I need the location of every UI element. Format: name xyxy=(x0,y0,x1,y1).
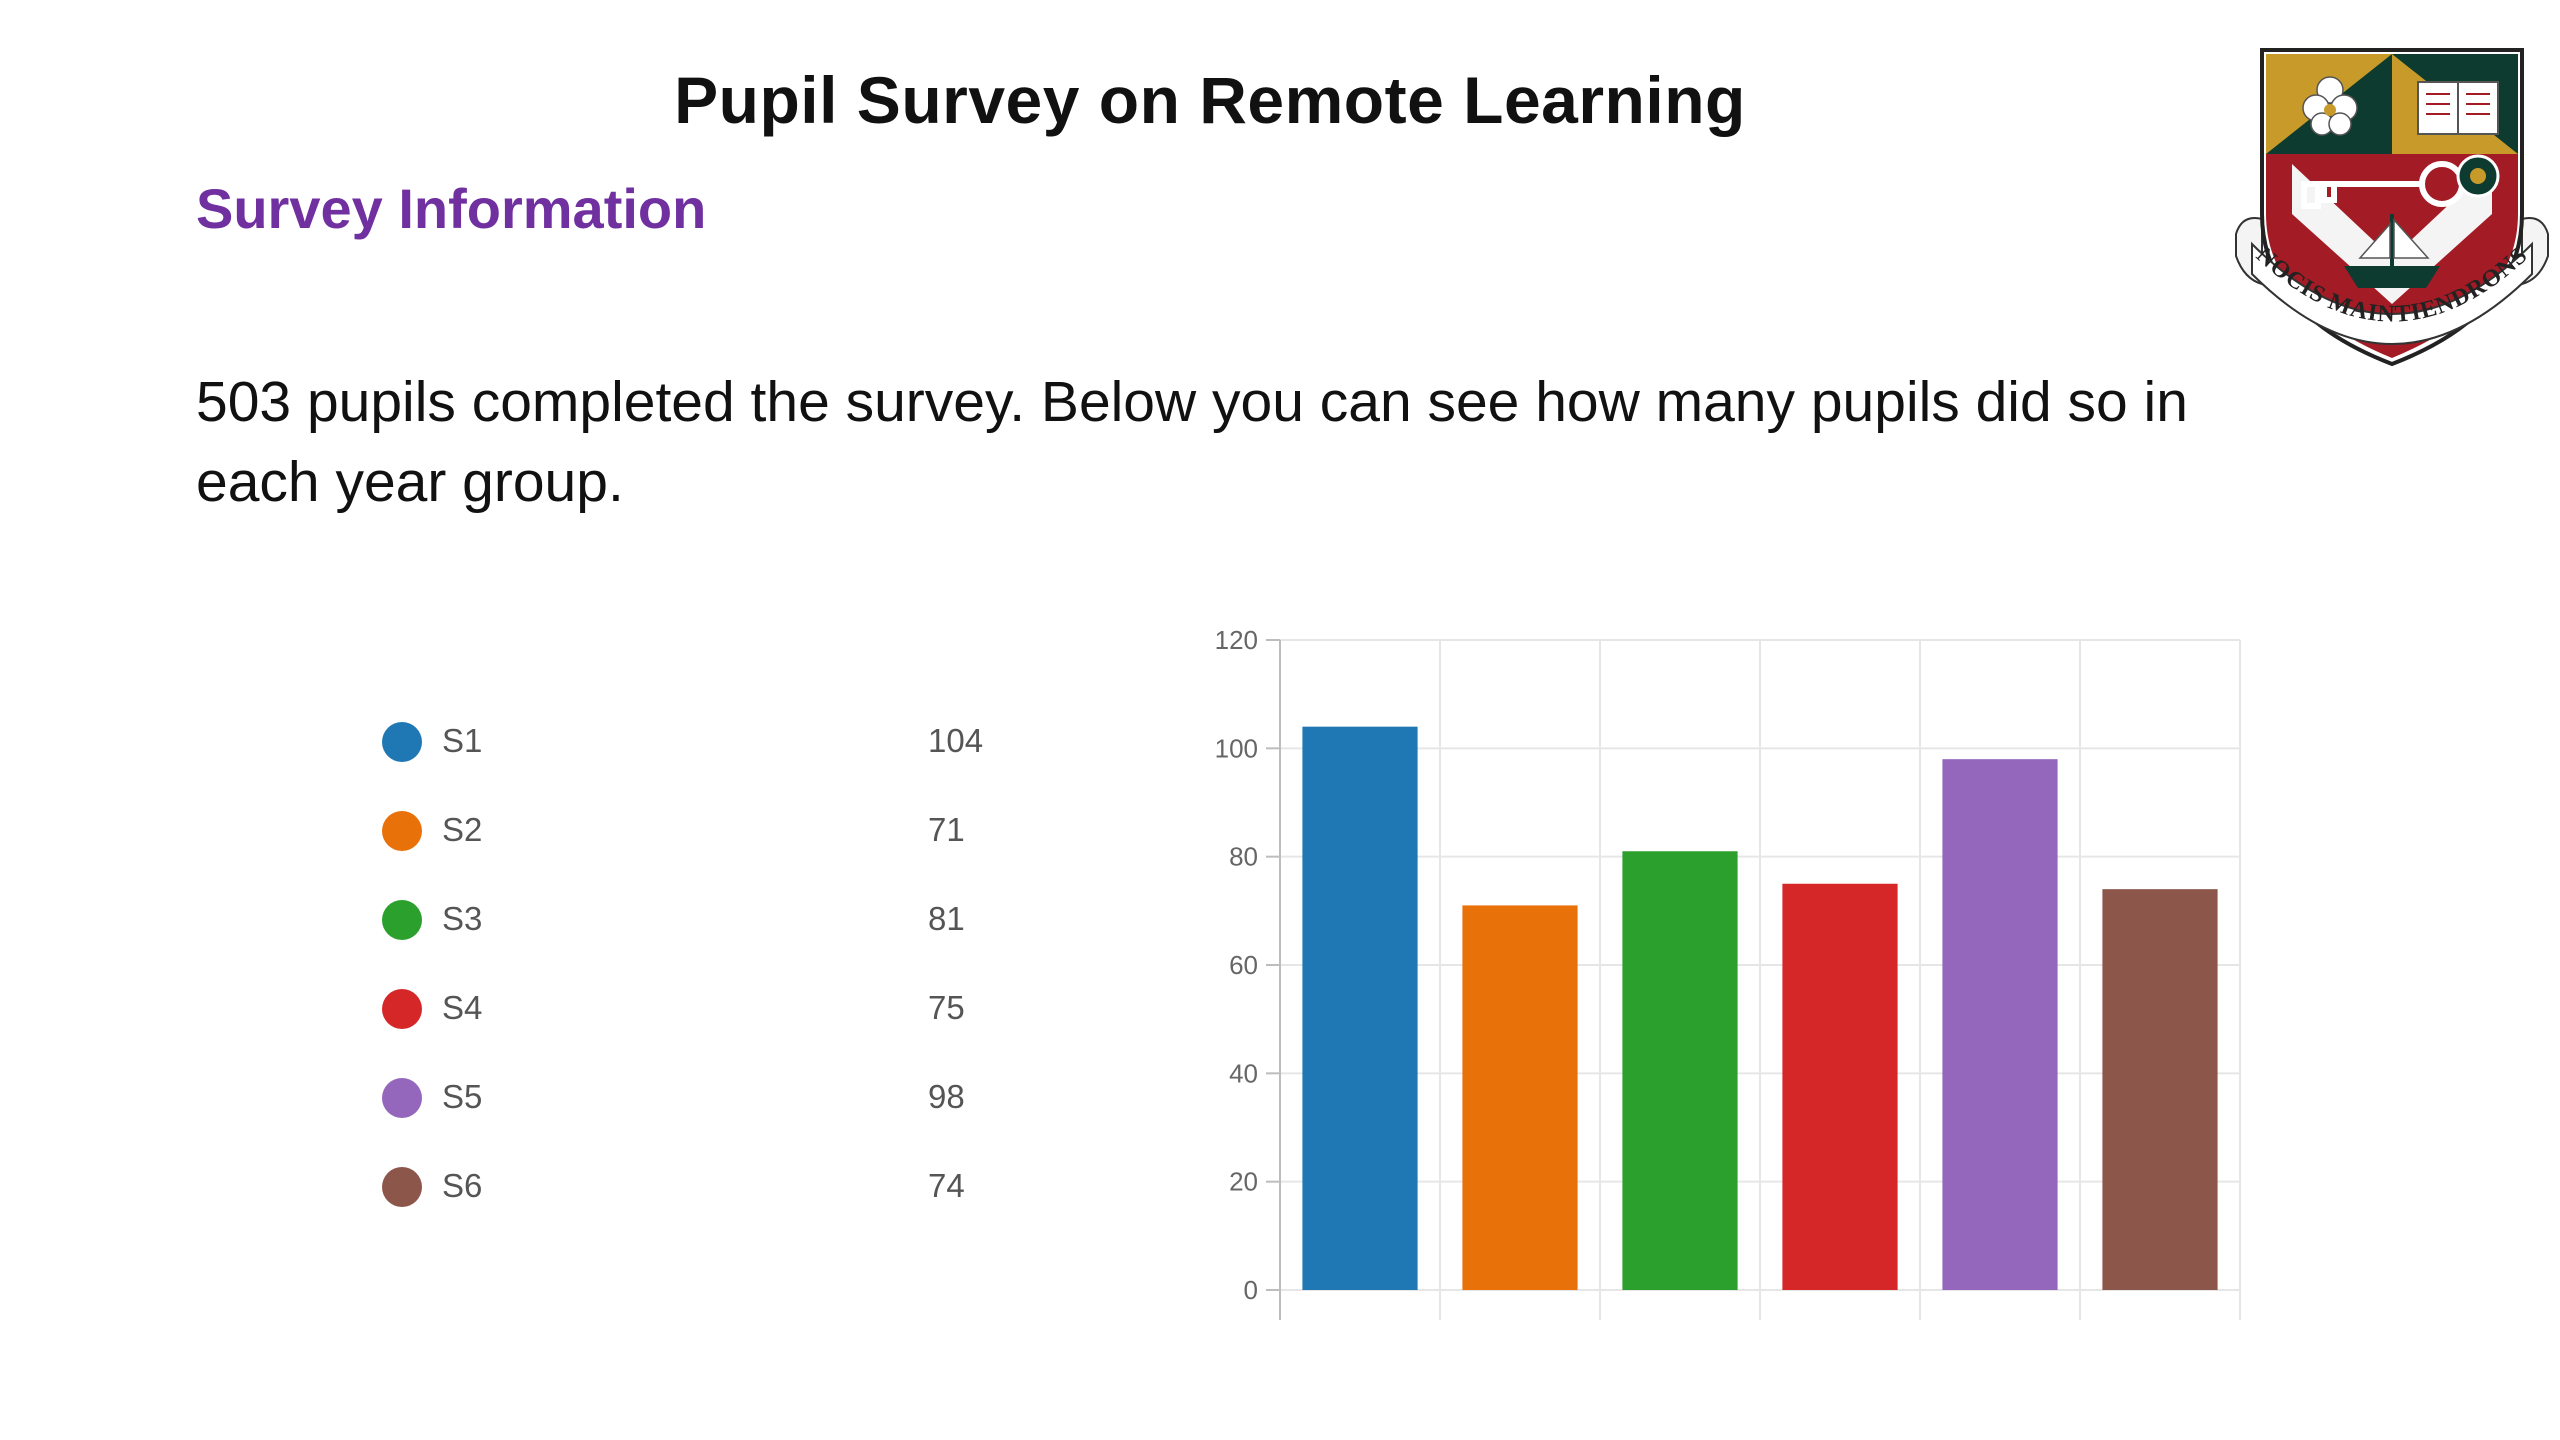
legend-item-s4: S4 75 xyxy=(370,977,1010,1037)
y-tick-label: 40 xyxy=(1229,1058,1258,1088)
y-tick-label: 100 xyxy=(1215,733,1258,763)
legend-value: 75 xyxy=(928,989,965,1026)
school-crest-logo: NOCIS MAINTIENDRONS xyxy=(2232,44,2552,384)
chart-legend: S1 104 S2 71 S3 81 S4 75 S5 98 S6 74 xyxy=(370,710,1010,1310)
legend-dot xyxy=(382,722,422,762)
y-tick-label: 20 xyxy=(1229,1167,1258,1197)
legend-item-s3: S3 81 xyxy=(370,888,1010,948)
legend-value: 98 xyxy=(928,1078,965,1115)
legend-dot xyxy=(382,900,422,940)
legend-value: 71 xyxy=(928,811,965,848)
section-heading: Survey Information xyxy=(196,177,707,240)
slide-title: Pupil Survey on Remote Learning xyxy=(674,63,1746,137)
legend-dot xyxy=(382,989,422,1029)
intro-text: 503 pupils completed the survey. Below y… xyxy=(196,370,2188,514)
y-tick-label: 60 xyxy=(1229,950,1258,980)
legend-label: S3 xyxy=(442,900,483,937)
legend-value: 81 xyxy=(928,900,965,937)
legend-dot xyxy=(382,1078,422,1118)
legend-label: S6 xyxy=(442,1167,483,1204)
legend-label: S5 xyxy=(442,1078,483,1115)
legend-label: S1 xyxy=(442,722,483,759)
bar-chart: 0 20 40 60 80 100 120 xyxy=(1180,610,2260,1330)
bar-s6 xyxy=(2102,889,2218,1290)
legend-dot xyxy=(382,1167,422,1207)
bar-chart-svg: 0 20 40 60 80 100 120 xyxy=(1215,625,2241,1320)
legend-item-s2: S2 71 xyxy=(370,799,1010,859)
legend-dot xyxy=(382,811,422,851)
legend-value: 74 xyxy=(928,1167,965,1204)
bar-s4 xyxy=(1782,883,1898,1290)
legend-item-s5: S5 98 xyxy=(370,1066,1010,1126)
legend-label: S2 xyxy=(442,811,483,848)
legend-label: S4 xyxy=(442,989,483,1026)
bar-s3 xyxy=(1622,851,1738,1290)
y-tick-label: 0 xyxy=(1244,1275,1258,1305)
bar-s5 xyxy=(1942,759,2058,1290)
y-tick-label: 120 xyxy=(1215,625,1258,655)
legend-item-s6: S6 74 xyxy=(370,1155,1010,1215)
bar-s2 xyxy=(1462,905,1578,1290)
bar-s1 xyxy=(1302,726,1418,1290)
legend-item-s1: S1 104 xyxy=(370,710,1010,770)
y-tick-label: 80 xyxy=(1229,842,1258,872)
legend-value: 104 xyxy=(928,722,984,759)
